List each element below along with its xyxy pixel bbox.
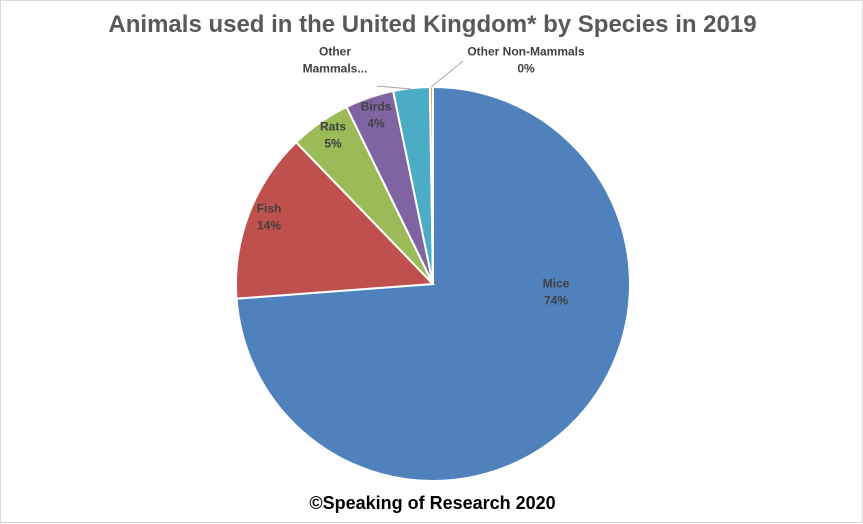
pie-slice-fish xyxy=(235,140,436,300)
slice-label-mice: Mice 74% xyxy=(543,277,570,308)
copyright-footer: ©Speaking of Research 2020 xyxy=(309,493,556,513)
slice-label-other-mammals: Other Mammals... xyxy=(303,45,368,76)
slice-label-birds: Birds 4% xyxy=(361,100,392,131)
leader-lines xyxy=(376,60,464,90)
slice-labels: Mice 74% Fish 14% Rats 5% Birds 4% Other Mammals.… xyxy=(257,45,585,308)
leader-line xyxy=(376,85,412,90)
slice-label-rats: Rats 5% xyxy=(320,120,346,151)
chart-title: Animals used in the United Kingdom* by S… xyxy=(108,11,757,38)
slice-label-other-non-mammals: Other Non-Mammals 0% xyxy=(467,45,585,76)
slice-label-fish: Fish 14% xyxy=(257,202,282,233)
leader-line xyxy=(430,60,464,88)
pie-slices xyxy=(235,85,631,482)
